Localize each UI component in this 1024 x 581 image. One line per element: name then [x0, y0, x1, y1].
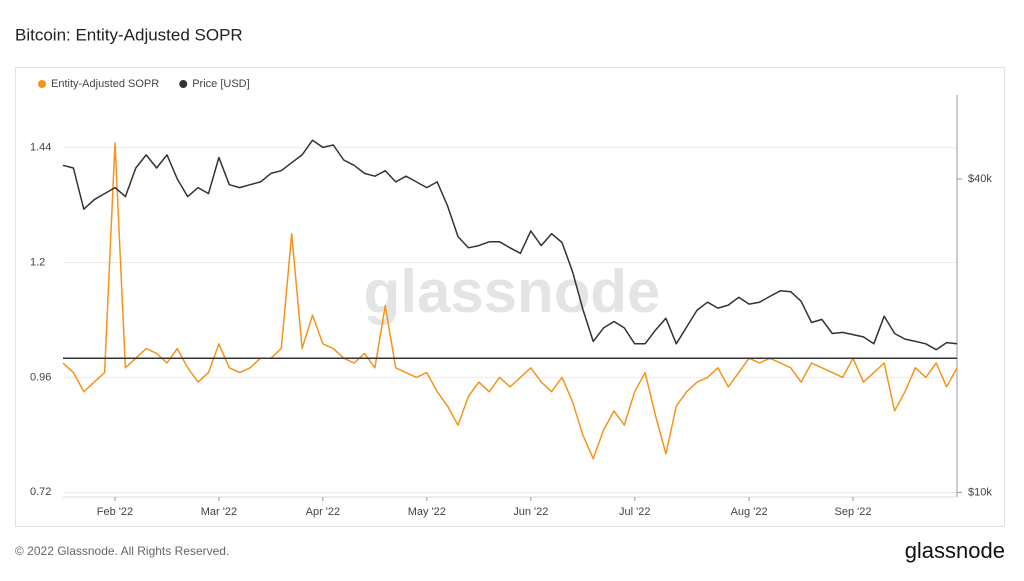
x-tick-label: Apr '22 — [306, 506, 341, 518]
chart-title: Bitcoin: Entity-Adjusted SOPR — [15, 25, 243, 44]
y-tick-label: 1.2 — [30, 256, 45, 268]
x-tick-label: Jul '22 — [619, 506, 650, 518]
x-tick-label: May '22 — [408, 506, 446, 518]
y2-tick-label: $40k — [968, 173, 992, 185]
y-tick-label: 1.44 — [30, 142, 51, 154]
x-tick-label: Feb '22 — [97, 506, 133, 518]
legend-marker — [179, 80, 188, 88]
y-tick-label: 0.72 — [30, 486, 51, 498]
footer: © 2022 Glassnode. All Rights Reserved. — [15, 544, 229, 558]
legend-label: Price [USD] — [192, 78, 249, 90]
y-tick-label: 0.96 — [30, 371, 51, 383]
x-tick-label: Sep '22 — [835, 506, 872, 518]
x-tick-label: Mar '22 — [201, 506, 237, 518]
x-tick-label: Aug '22 — [731, 506, 768, 518]
x-tick-label: Jun '22 — [513, 506, 548, 518]
legend-label: Entity-Adjusted SOPR — [51, 78, 159, 90]
logo: glassnode — [905, 538, 1005, 563]
y2-tick-label: $10k — [968, 486, 992, 498]
watermark: glassnode — [364, 258, 661, 325]
legend-marker — [38, 80, 46, 88]
series-line — [62, 142, 958, 460]
series-line — [62, 139, 958, 351]
chart-frame — [15, 67, 1005, 527]
